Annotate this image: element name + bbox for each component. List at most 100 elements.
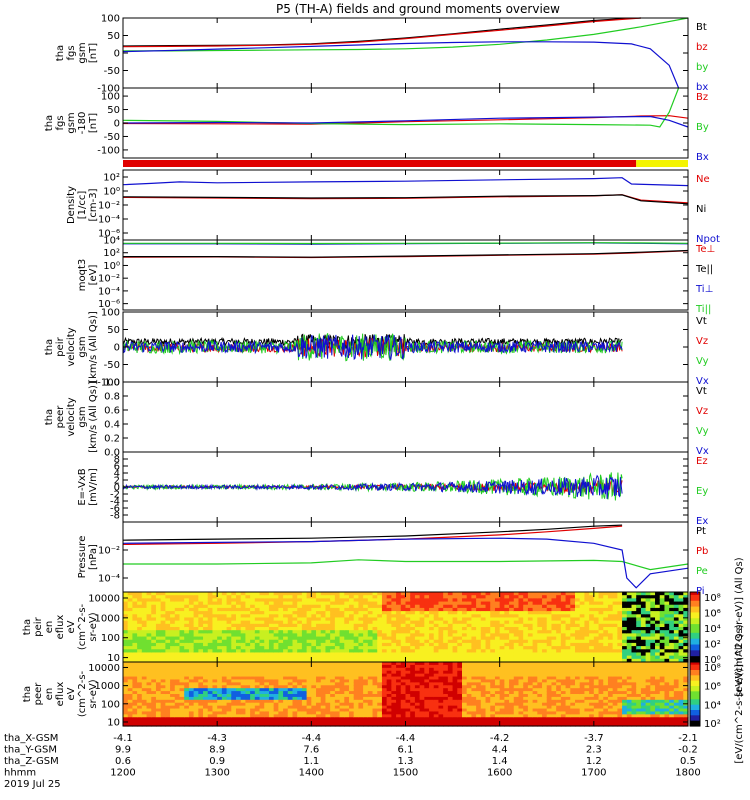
heatmap-cell xyxy=(678,642,684,647)
heatmap-cell xyxy=(551,642,557,647)
heatmap-cell xyxy=(518,627,524,631)
heatmap-cell xyxy=(683,630,689,634)
heatmap-cell xyxy=(640,620,647,625)
heatmap-cell xyxy=(537,673,543,678)
heatmap-cell xyxy=(165,664,171,669)
heatmap-cell xyxy=(631,649,637,654)
heatmap-cell xyxy=(551,620,557,625)
heatmap-cell xyxy=(311,696,317,701)
heatmap-cell xyxy=(137,702,143,707)
heatmap-cell xyxy=(372,711,378,715)
heatmap-cell xyxy=(198,595,204,599)
heatmap-cell xyxy=(631,639,637,644)
heatmap-cell xyxy=(452,623,458,628)
heatmap-cell xyxy=(297,685,303,689)
heatmap-cell xyxy=(433,598,440,603)
heatmap-cell xyxy=(542,664,548,669)
heatmap-cell xyxy=(245,679,251,683)
heatmap-cell xyxy=(537,702,543,707)
heatmap-cell xyxy=(396,705,402,710)
heatmap-cell xyxy=(236,598,242,603)
heatmap-cell xyxy=(433,720,440,724)
heatmap-cell xyxy=(527,685,534,689)
heatmap-cell xyxy=(518,714,524,718)
heatmap-cell xyxy=(438,717,444,721)
heatmap-cell xyxy=(287,655,294,660)
heatmap-cell xyxy=(264,639,270,644)
heatmap-cell xyxy=(400,601,407,606)
heatmap-cell xyxy=(433,614,440,619)
heatmap-cell xyxy=(141,623,148,628)
heatmap-cell xyxy=(443,639,449,644)
heatmap-cell xyxy=(268,691,275,695)
heatmap-cell xyxy=(560,642,567,647)
heatmap-cell xyxy=(132,711,138,715)
heatmap-cell xyxy=(137,614,143,619)
heatmap-cell xyxy=(123,662,129,666)
heatmap-cell xyxy=(306,604,312,609)
heatmap-cell xyxy=(160,696,166,701)
heatmap-cell xyxy=(424,649,430,654)
heatmap-cell xyxy=(367,685,374,689)
heatmap-cell xyxy=(377,723,383,727)
heatmap-cell xyxy=(499,673,505,678)
heatmap-cell xyxy=(127,711,134,715)
heatmap-cell xyxy=(603,601,609,606)
heatmap-cell xyxy=(504,607,510,612)
heatmap-cell xyxy=(424,702,430,707)
heatmap-cell xyxy=(268,699,275,704)
heatmap-cell xyxy=(203,601,209,606)
heatmap-cell xyxy=(306,720,312,724)
heatmap-cell xyxy=(636,623,642,628)
heatmap-cell xyxy=(316,708,322,713)
heatmap-cell xyxy=(381,601,388,606)
heatmap-cell xyxy=(363,670,369,675)
heatmap-cell xyxy=(221,664,228,669)
heatmap-cell xyxy=(396,639,402,644)
heatmap-cell xyxy=(527,620,534,625)
heatmap-cell xyxy=(593,673,600,678)
heatmap-cell xyxy=(447,676,454,681)
heatmap-cell xyxy=(527,614,534,619)
heatmap-cell xyxy=(127,642,134,647)
heatmap-cell xyxy=(438,699,444,704)
heatmap-cell xyxy=(471,627,477,631)
heatmap-cell xyxy=(353,694,360,698)
heatmap-cell xyxy=(565,598,571,603)
heatmap-cell xyxy=(612,655,618,660)
heatmap-cell xyxy=(353,714,360,718)
heatmap-cell xyxy=(363,667,369,672)
heatmap-cell xyxy=(650,592,656,596)
heatmap-cell xyxy=(405,598,411,603)
heatmap-cell xyxy=(259,630,265,634)
heatmap-cell xyxy=(457,642,463,647)
heatmap-cell xyxy=(330,691,336,695)
heatmap-cell xyxy=(414,607,421,612)
heatmap-cell xyxy=(447,630,454,634)
heatmap-cell xyxy=(203,595,209,599)
heatmap-cell xyxy=(207,696,214,701)
heatmap-cell xyxy=(405,723,411,727)
heatmap-cell xyxy=(127,714,134,718)
heatmap-cell xyxy=(570,649,576,654)
heatmap-cell xyxy=(607,662,614,666)
heatmap-cell xyxy=(160,717,166,721)
heatmap-cell xyxy=(513,652,520,657)
heatmap-cell xyxy=(513,649,520,654)
heatmap-cell xyxy=(226,717,232,721)
heatmap-cell xyxy=(617,627,623,631)
heatmap-cell xyxy=(575,696,581,701)
heatmap-cell xyxy=(424,688,430,692)
heatmap-cell xyxy=(250,664,256,669)
heatmap-cell xyxy=(240,633,247,638)
heatmap-cell xyxy=(174,694,181,698)
heatmap-cell xyxy=(160,655,166,660)
heatmap-cell xyxy=(151,639,157,644)
heatmap-cell xyxy=(174,652,181,657)
heatmap-cell xyxy=(268,658,275,663)
heatmap-cell xyxy=(278,705,284,710)
heatmap-cell xyxy=(268,652,275,657)
heatmap-cell xyxy=(607,623,614,628)
heatmap-cell xyxy=(480,679,487,683)
heatmap-cell xyxy=(438,723,444,727)
